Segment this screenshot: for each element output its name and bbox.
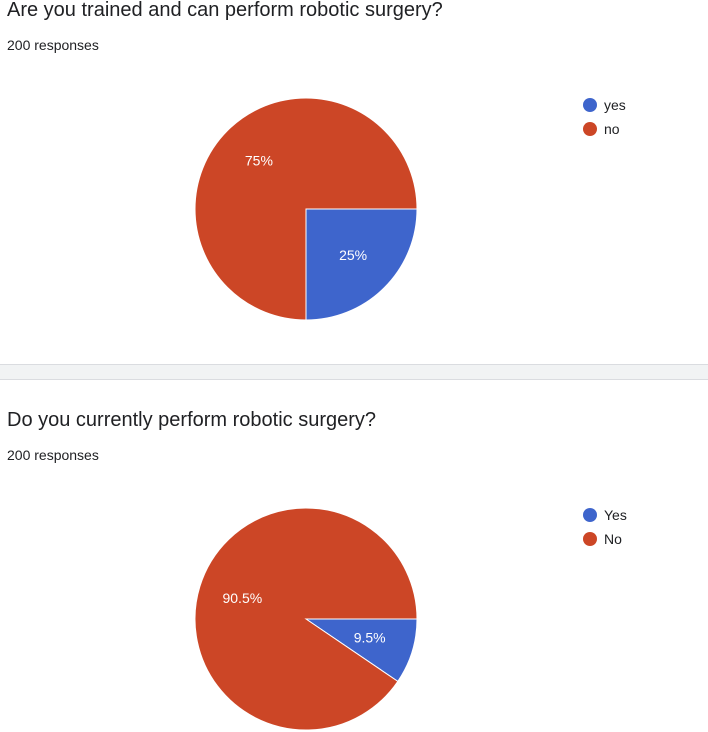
legend-dot-icon (583, 98, 597, 112)
slice-label: 75% (245, 153, 273, 169)
legend-dot-icon (583, 122, 597, 136)
legend-label: Yes (604, 507, 627, 523)
slice-label: 9.5% (354, 629, 386, 645)
pie-slice-no[interactable] (194, 507, 418, 731)
pie-chart: 25% 75% (194, 97, 418, 321)
legend-item-yes[interactable]: Yes (583, 503, 627, 527)
legend-item-no[interactable]: No (583, 527, 627, 551)
chart-card-1: Are you trained and can perform robotic … (0, 0, 708, 364)
legend-item-no[interactable]: no (583, 117, 626, 141)
legend-label: No (604, 531, 622, 547)
question-title: Are you trained and can perform robotic … (7, 0, 443, 21)
response-count: 200 responses (7, 37, 99, 53)
pie-slice-yes[interactable] (305, 208, 418, 321)
pie-slice-no[interactable] (194, 97, 418, 321)
pie-chart: 9.5% 90.5% (194, 507, 418, 731)
legend-label: yes (604, 97, 626, 113)
legend-dot-icon (583, 532, 597, 546)
response-count: 200 responses (7, 447, 99, 463)
chart-card-2: Do you currently perform robotic surgery… (0, 380, 708, 732)
legend: Yes No (583, 503, 627, 551)
legend-item-yes[interactable]: yes (583, 93, 626, 117)
legend: yes no (583, 93, 626, 141)
legend-dot-icon (583, 508, 597, 522)
section-divider (0, 364, 708, 380)
question-title: Do you currently perform robotic surgery… (7, 409, 377, 431)
legend-label: no (604, 121, 620, 137)
slice-label: 90.5% (222, 590, 262, 606)
slice-label: 25% (339, 247, 367, 263)
